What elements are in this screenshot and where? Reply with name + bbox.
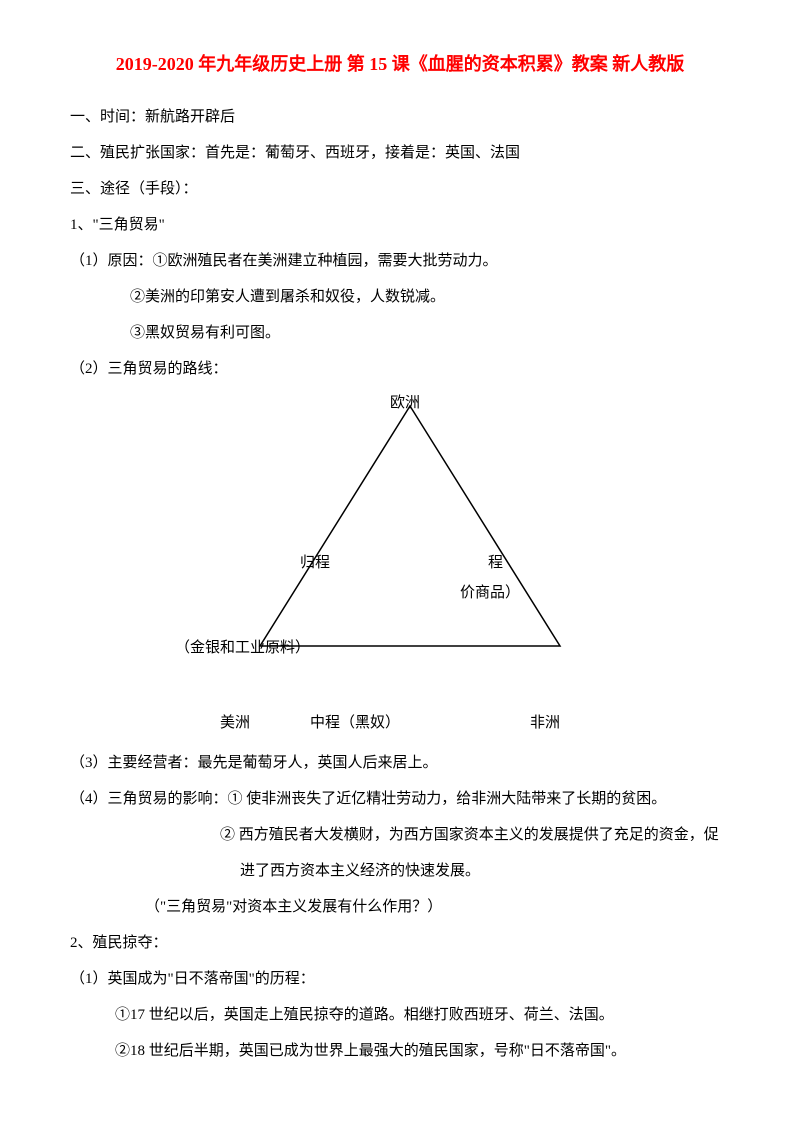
diagram-top-label: 欧洲 xyxy=(390,391,420,412)
text-line-6: ②美洲的印第安人遭到屠杀和奴役，人数锐减。 xyxy=(70,281,730,314)
diagram-right-mid-label: 程 xyxy=(488,551,503,572)
diagram-right-sub-label: 价商品） xyxy=(460,581,520,602)
text-line-13: （"三角贸易"对资本主义发展有什么作用？） xyxy=(70,891,730,924)
page-title: 2019-2020 年九年级历史上册 第 15 课《血腥的资本积累》教案 新人教… xyxy=(70,50,730,76)
text-line-3: 三、途径（手段）： xyxy=(70,173,730,206)
text-line-14: 2、殖民掠夺： xyxy=(70,927,730,960)
bottom-middle-label: 中程（黑奴） xyxy=(310,711,400,732)
text-line-16: ①17 世纪以后，英国走上殖民掠夺的道路。相继打败西班牙、荷兰、法国。 xyxy=(70,999,730,1032)
diagram-bottom-row: 美洲 中程（黑奴） 非洲 xyxy=(70,711,730,732)
diagram-bottom-left-label: （金银和工业原料） xyxy=(175,636,310,657)
bottom-africa-label: 非洲 xyxy=(530,711,560,732)
text-line-12: 进了西方资本主义经济的快速发展。 xyxy=(70,855,730,888)
text-line-8: （2）三角贸易的路线： xyxy=(70,353,730,386)
text-line-7: ③黑奴贸易有利可图。 xyxy=(70,317,730,350)
text-line-10: （4）三角贸易的影响：① 使非洲丧失了近亿精壮劳动力，给非洲大陆带来了长期的贫困… xyxy=(70,783,730,816)
text-line-11: ② 西方殖民者大发横财，为西方国家资本主义的发展提供了充足的资金，促 xyxy=(70,819,730,852)
diagram-left-mid-label: 归程 xyxy=(300,551,330,572)
text-line-9: （3）主要经营者：最先是葡萄牙人，英国人后来居上。 xyxy=(70,747,730,780)
text-line-4: 1、"三角贸易" xyxy=(70,209,730,242)
text-line-5: （1）原因：①欧洲殖民者在美洲建立种植园，需要大批劳动力。 xyxy=(70,245,730,278)
text-line-15: （1）英国成为"日不落帝国"的历程： xyxy=(70,963,730,996)
text-line-17: ②18 世纪后半期，英国已成为世界上最强大的殖民国家，号称"日不落帝国"。 xyxy=(70,1035,730,1068)
text-line-2: 二、殖民扩张国家：首先是：葡萄牙、西班牙，接着是：英国、法国 xyxy=(70,137,730,170)
triangle-diagram: 欧洲 归程 程 价商品） （金银和工业原料） xyxy=(70,396,730,696)
bottom-america-label: 美洲 xyxy=(220,711,250,732)
triangle-svg xyxy=(70,396,730,676)
text-line-1: 一、时间：新航路开辟后 xyxy=(70,101,730,134)
